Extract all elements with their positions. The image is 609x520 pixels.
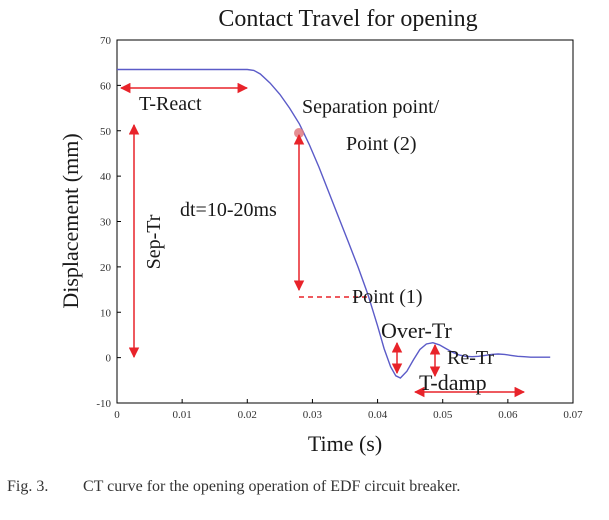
x-tick-label: 0.01 [173, 409, 192, 421]
t-react-label: T-React [139, 93, 202, 115]
point1-label: Point (1) [352, 286, 423, 308]
x-tick-label: 0.03 [303, 409, 323, 421]
dt-label: dt=10-20ms [180, 199, 277, 221]
over-tr-label: Over-Tr [381, 318, 453, 343]
x-tick-label: 0.04 [368, 409, 388, 421]
chart-title: Contact Travel for opening [218, 6, 477, 32]
y-tick-label: 70 [100, 35, 112, 47]
contact-travel-chart: Contact Travel for opening 0 0.01 0.02 0.03… [58, 6, 583, 456]
figure-caption-text: CT curve for the opening operation of ED… [83, 478, 461, 495]
x-tick-label: 0.05 [433, 409, 453, 421]
y-tick-label: 30 [100, 217, 112, 229]
y-axis-label: Displacement (mm) [58, 133, 83, 308]
y-tick-label: 50 [100, 126, 112, 138]
figure-caption-label: Fig. 3. [7, 478, 49, 495]
sep-tr-label: Sep-Tr [143, 214, 165, 269]
x-axis: 0 0.01 0.02 0.03 0.04 0.05 0.06 0.07 [114, 399, 583, 421]
y-tick-label: 40 [100, 171, 112, 183]
separation-point-label-line2: Point (2) [346, 133, 417, 155]
re-tr-label: Re-Tr [447, 347, 494, 369]
y-tick-label: 0 [106, 353, 112, 365]
x-tick-label: 0 [114, 409, 120, 421]
y-tick-label: 60 [100, 80, 112, 92]
separation-point-label-line1: Separation point/ [302, 96, 440, 118]
figure-caption: Fig. 3. CT curve for the opening operatio… [7, 478, 607, 496]
y-axis: -10 0 10 20 30 40 50 60 70 [96, 35, 121, 410]
x-tick-label: 0.06 [498, 409, 518, 421]
x-axis-label: Time (s) [308, 431, 382, 456]
y-tick-label: 20 [100, 262, 112, 274]
y-tick-label: -10 [96, 398, 111, 410]
x-tick-label: 0.02 [238, 409, 257, 421]
travel-curve-line [117, 68, 551, 379]
x-tick-label: 0.07 [563, 409, 583, 421]
t-damp-label: T-damp [419, 370, 487, 395]
y-tick-label: 10 [100, 307, 112, 319]
